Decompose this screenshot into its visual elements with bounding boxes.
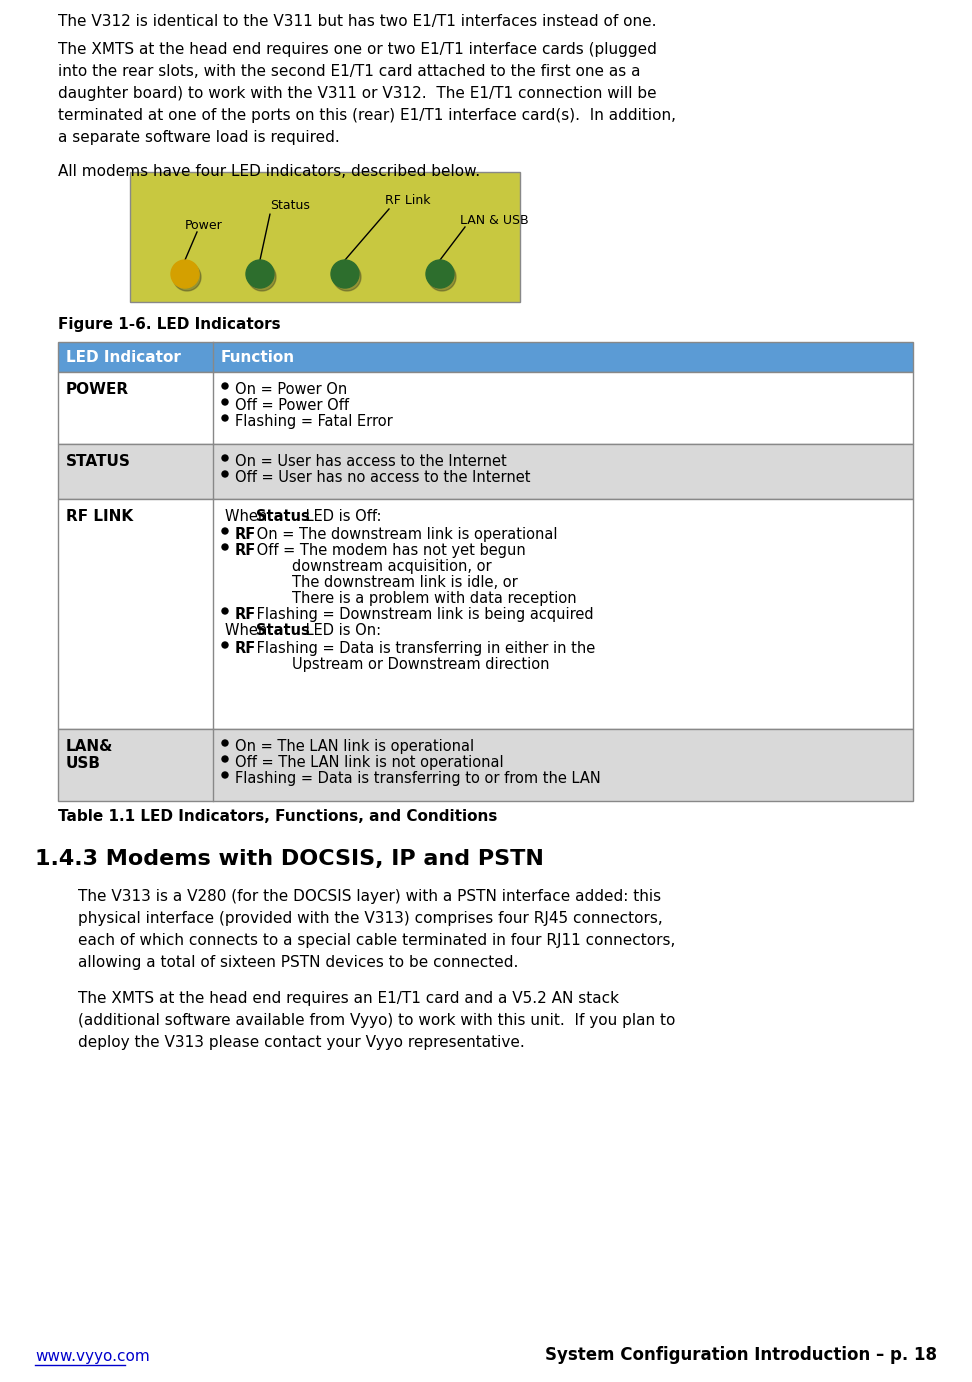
FancyBboxPatch shape [58, 444, 913, 499]
Text: Function: Function [221, 350, 295, 365]
Circle shape [171, 260, 199, 287]
Text: The downstream link is idle, or: The downstream link is idle, or [292, 575, 518, 590]
Text: physical interface (provided with the V313) comprises four RJ45 connectors,: physical interface (provided with the V3… [78, 911, 663, 926]
Circle shape [222, 643, 228, 648]
Text: Status: Status [270, 199, 310, 211]
FancyBboxPatch shape [58, 341, 913, 372]
Text: LAN & USB: LAN & USB [460, 214, 529, 227]
Text: LED is Off:: LED is Off: [301, 509, 381, 524]
Text: On = Power On: On = Power On [235, 381, 347, 397]
Circle shape [222, 471, 228, 477]
Text: daughter board) to work with the V311 or V312.  The E1/T1 connection will be: daughter board) to work with the V311 or… [58, 86, 657, 101]
Circle shape [222, 455, 228, 462]
Circle shape [173, 263, 201, 292]
Text: POWER: POWER [66, 381, 129, 397]
Text: RF: RF [235, 543, 257, 558]
Circle shape [222, 608, 228, 614]
Text: LED Indicator: LED Indicator [66, 350, 181, 365]
Text: When: When [225, 509, 272, 524]
Text: RF: RF [235, 527, 257, 542]
FancyBboxPatch shape [58, 372, 913, 444]
Text: each of which connects to a special cable terminated in four RJ11 connectors,: each of which connects to a special cabl… [78, 933, 676, 948]
Text: allowing a total of sixteen PSTN devices to be connected.: allowing a total of sixteen PSTN devices… [78, 955, 518, 970]
Text: (additional software available from Vyyo) to work with this unit.  If you plan t: (additional software available from Vyyo… [78, 1013, 676, 1028]
Text: LED is On:: LED is On: [301, 623, 381, 638]
Text: downstream acquisition, or: downstream acquisition, or [292, 558, 492, 574]
Text: Off = The LAN link is not operational: Off = The LAN link is not operational [235, 755, 503, 770]
Text: Status: Status [256, 623, 310, 638]
Text: RF: RF [235, 641, 257, 656]
Text: LAN&
USB: LAN& USB [66, 739, 114, 771]
Text: Flashing = Data is transferring in either in the: Flashing = Data is transferring in eithe… [252, 641, 595, 656]
Circle shape [246, 260, 274, 287]
Circle shape [331, 260, 359, 287]
Text: The XMTS at the head end requires an E1/T1 card and a V5.2 AN stack: The XMTS at the head end requires an E1/… [78, 991, 619, 1006]
Text: The V313 is a V280 (for the DOCSIS layer) with a PSTN interface added: this: The V313 is a V280 (for the DOCSIS layer… [78, 889, 661, 904]
FancyBboxPatch shape [58, 499, 913, 728]
Circle shape [426, 260, 454, 287]
Circle shape [222, 415, 228, 422]
Circle shape [222, 528, 228, 533]
Text: Flashing = Fatal Error: Flashing = Fatal Error [235, 415, 393, 428]
Circle shape [333, 263, 361, 292]
Text: All modems have four LED indicators, described below.: All modems have four LED indicators, des… [58, 164, 480, 180]
Text: RF LINK: RF LINK [66, 509, 133, 524]
Text: RF: RF [235, 607, 257, 622]
Text: On = The downstream link is operational: On = The downstream link is operational [252, 527, 558, 542]
Text: The V312 is identical to the V311 but has two E1/T1 interfaces instead of one.: The V312 is identical to the V311 but ha… [58, 14, 656, 29]
Text: System Configuration Introduction – p. 18: System Configuration Introduction – p. 1… [545, 1346, 937, 1364]
Text: deploy the V313 please contact your Vyyo representative.: deploy the V313 please contact your Vyyo… [78, 1035, 525, 1050]
Text: Flashing = Downstream link is being acquired: Flashing = Downstream link is being acqu… [252, 607, 594, 622]
Circle shape [428, 263, 456, 292]
Circle shape [222, 399, 228, 405]
FancyBboxPatch shape [58, 728, 913, 802]
Circle shape [222, 545, 228, 550]
Text: RF Link: RF Link [385, 193, 431, 207]
Text: Flashing = Data is transferring to or from the LAN: Flashing = Data is transferring to or fr… [235, 771, 601, 786]
Text: Off = Power Off: Off = Power Off [235, 398, 349, 413]
Circle shape [222, 773, 228, 778]
Text: STATUS: STATUS [66, 455, 131, 468]
Text: Table 1.1 LED Indicators, Functions, and Conditions: Table 1.1 LED Indicators, Functions, and… [58, 808, 498, 824]
Text: www.vyyo.com: www.vyyo.com [35, 1349, 150, 1364]
Text: Status: Status [256, 509, 310, 524]
Text: On = The LAN link is operational: On = The LAN link is operational [235, 739, 474, 755]
Text: Figure 1-6. LED Indicators: Figure 1-6. LED Indicators [58, 316, 281, 332]
Text: Off = The modem has not yet begun: Off = The modem has not yet begun [252, 543, 526, 558]
Text: The XMTS at the head end requires one or two E1/T1 interface cards (plugged: The XMTS at the head end requires one or… [58, 41, 657, 57]
Circle shape [222, 756, 228, 761]
Text: terminated at one of the ports on this (rear) E1/T1 interface card(s).  In addit: terminated at one of the ports on this (… [58, 108, 676, 123]
FancyBboxPatch shape [130, 171, 520, 303]
Text: 1.4.3 Modems with DOCSIS, IP and PSTN: 1.4.3 Modems with DOCSIS, IP and PSTN [35, 849, 544, 869]
Text: into the rear slots, with the second E1/T1 card attached to the first one as a: into the rear slots, with the second E1/… [58, 64, 641, 79]
Text: Power: Power [185, 218, 223, 232]
Text: Off = User has no access to the Internet: Off = User has no access to the Internet [235, 470, 531, 485]
Text: When: When [225, 623, 272, 638]
Text: a separate software load is required.: a separate software load is required. [58, 130, 340, 145]
Text: There is a problem with data reception: There is a problem with data reception [292, 591, 576, 605]
Text: Upstream or Downstream direction: Upstream or Downstream direction [292, 656, 549, 672]
Circle shape [222, 739, 228, 746]
Circle shape [248, 263, 276, 292]
Circle shape [222, 383, 228, 388]
Text: On = User has access to the Internet: On = User has access to the Internet [235, 455, 506, 468]
